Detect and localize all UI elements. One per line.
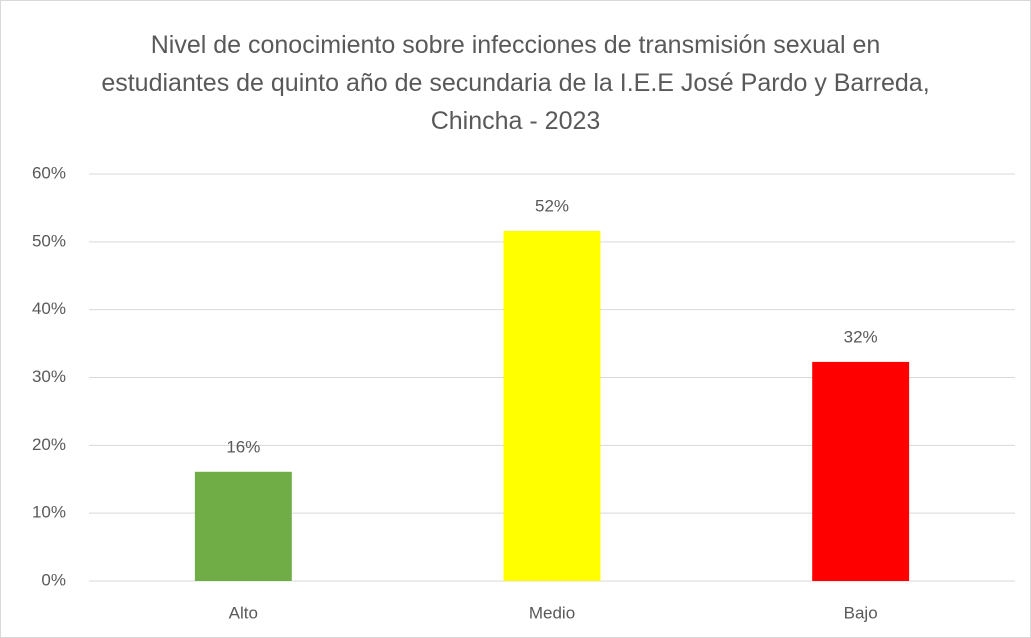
x-tick-label: Alto — [229, 603, 258, 622]
y-tick-label: 20% — [32, 435, 66, 454]
chart-title: Nivel de conocimiento sobre infecciones … — [101, 31, 930, 135]
y-tick-label: 50% — [32, 231, 66, 250]
bar — [812, 361, 910, 581]
y-tick-label: 0% — [41, 570, 66, 589]
x-tick-label: Bajo — [844, 603, 878, 622]
x-tick-label: Medio — [529, 603, 575, 622]
y-tick-label: 10% — [32, 503, 66, 522]
data-label: 16% — [226, 437, 260, 456]
bar — [194, 471, 292, 581]
y-tick-label: 30% — [32, 367, 66, 386]
y-tick-label: 40% — [32, 299, 66, 318]
y-tick-label: 60% — [32, 163, 66, 182]
data-label: 32% — [844, 327, 878, 346]
bar — [503, 230, 601, 582]
data-label: 52% — [535, 196, 569, 215]
